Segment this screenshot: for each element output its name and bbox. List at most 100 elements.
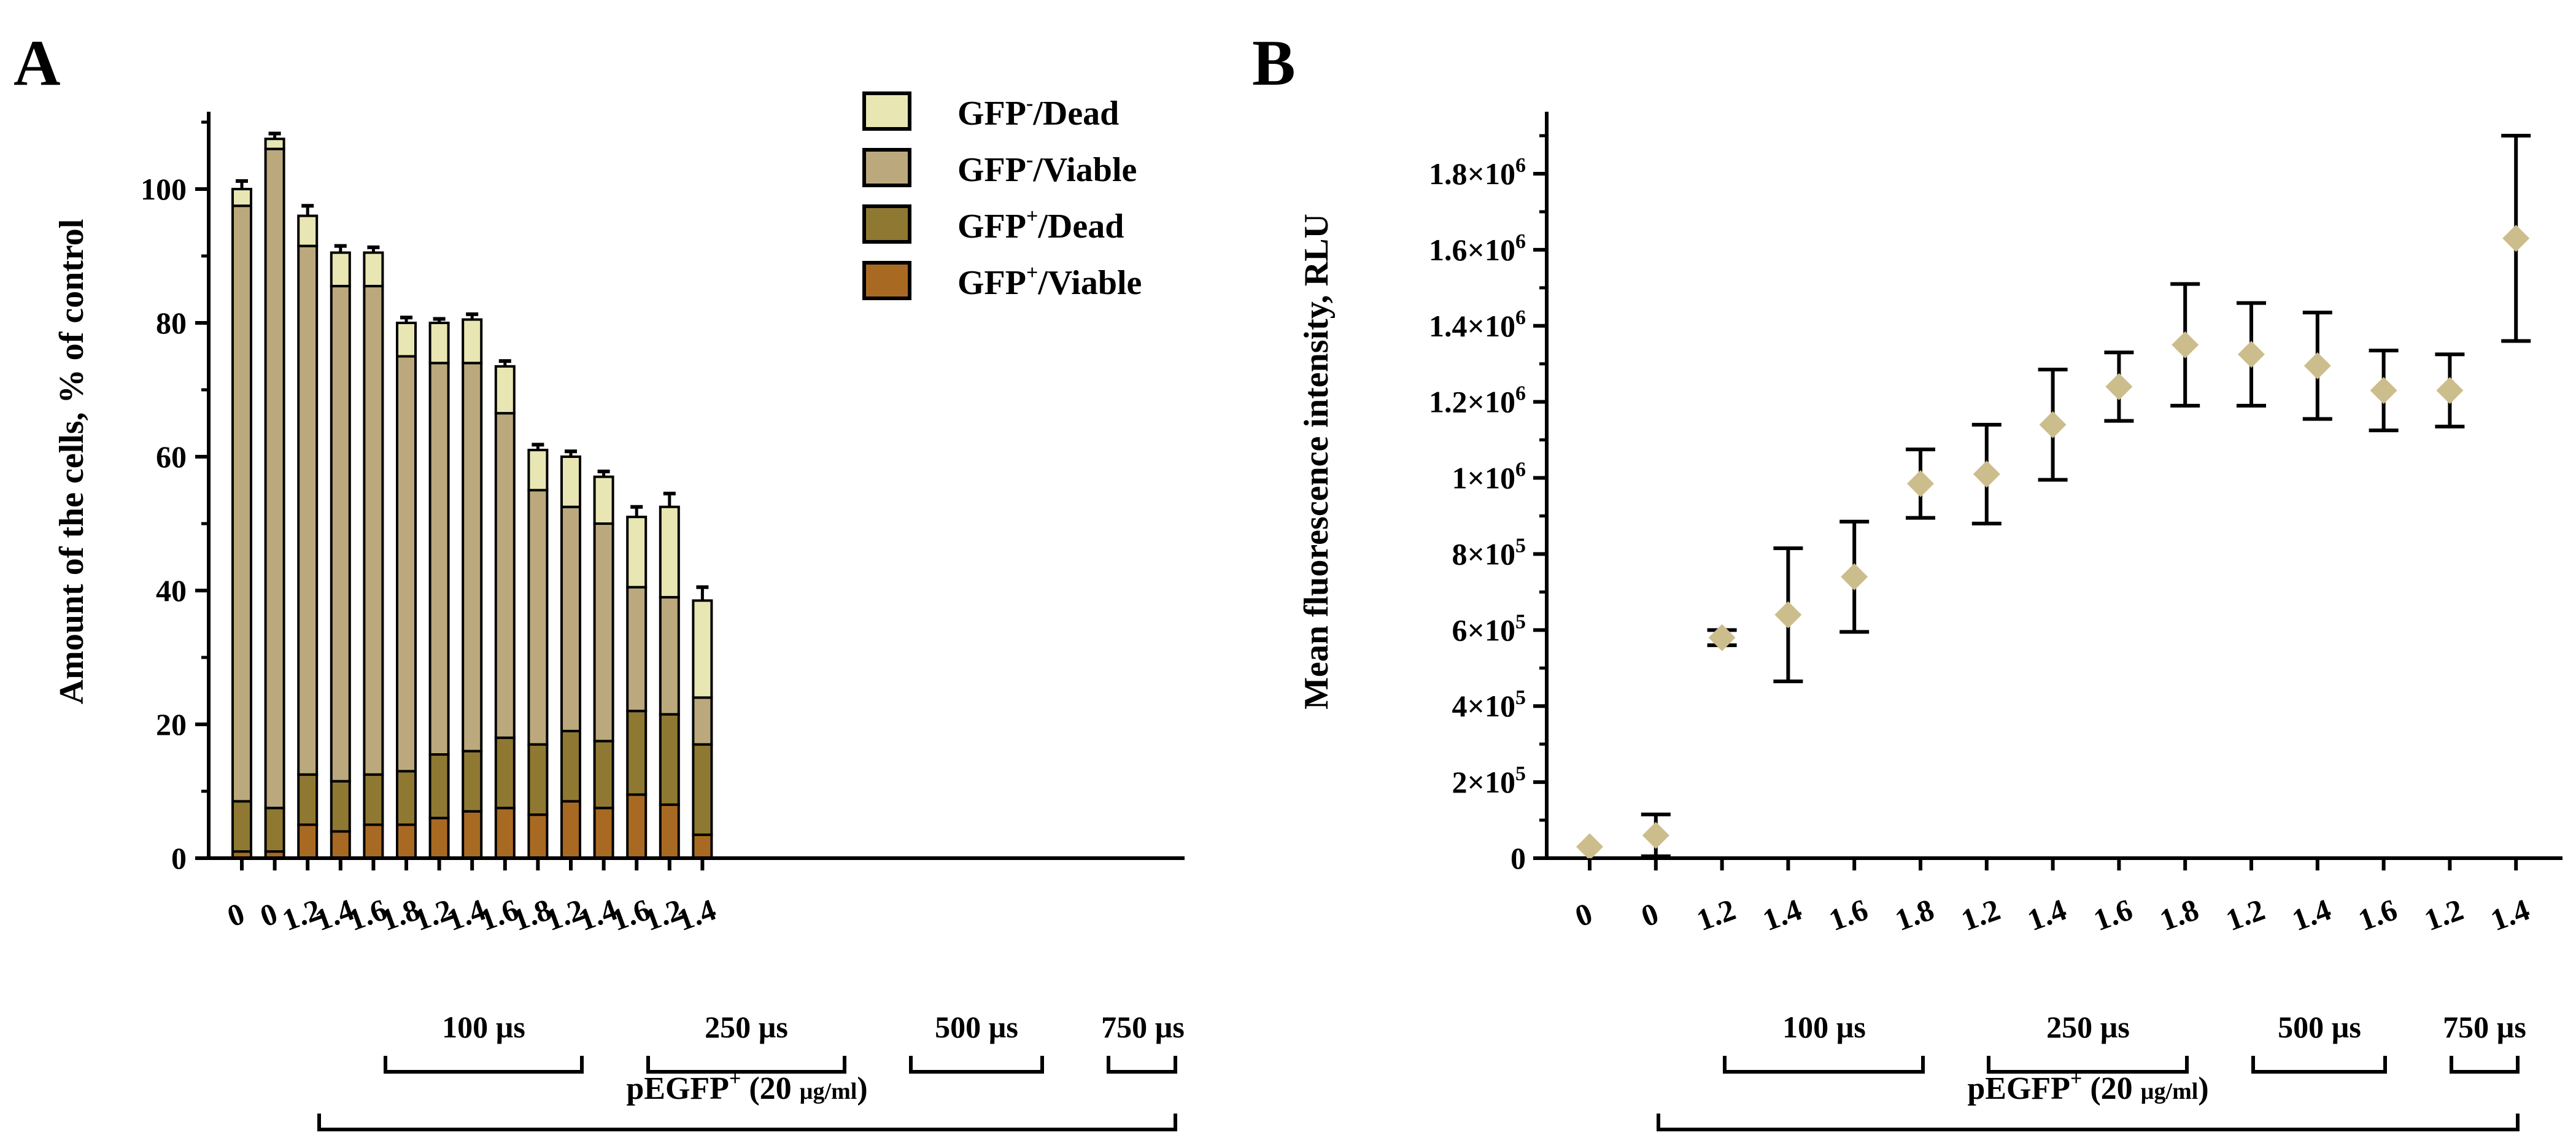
- bar-segment-gfp-neg-viable: [396, 355, 417, 773]
- panel-b-x-tick-label: 0: [1571, 896, 1597, 933]
- panel-b-data-point: [2302, 311, 2332, 421]
- bar-segment-gfp-neg-viable: [428, 362, 450, 756]
- panel-b-x-tick-label: 1.4: [2288, 892, 2335, 937]
- panel-b-scatter-chart: Mean fluorescence intensity, RLU 0 2×105 4…: [1298, 112, 2562, 1131]
- bar-segment-gfp-pos-viable: [462, 810, 483, 859]
- panel-a-x-tick-labels: 0 01.21.41.61.81.21.41.61.81.21.41.61.21.…: [223, 858, 721, 937]
- bar-segment-gfp-pos-viable: [692, 833, 713, 859]
- bar-segment-gfp-neg-dead: [330, 251, 351, 288]
- bar-segment-gfp-pos-dead: [396, 770, 417, 826]
- panel-a-x-tick-label: 0: [255, 896, 282, 933]
- bar-segment-gfp-neg-dead: [494, 365, 516, 415]
- bar-segment-gfp-pos-viable: [363, 823, 384, 859]
- bar-segment-gfp-neg-viable: [494, 412, 516, 739]
- panel-b-x-tick-label: 1.2: [2420, 892, 2468, 937]
- bar-segment-gfp-pos-dead: [494, 736, 516, 810]
- bar-segment-gfp-pos-dead: [560, 729, 581, 803]
- bar-segment-gfp-pos-viable: [626, 793, 648, 859]
- panel-b-x-tick-label: 1.8: [1890, 892, 1938, 937]
- panel-a-bar-stack: [692, 585, 713, 859]
- bar-segment-gfp-neg-dead: [363, 251, 384, 288]
- bar-segment-gfp-pos-dead: [363, 773, 384, 826]
- diamond-marker: [2303, 352, 2331, 379]
- bar-segment-gfp-pos-dead: [626, 710, 648, 796]
- panel-b-x-tick-label: 1.4: [2486, 892, 2534, 937]
- bar-segment-gfp-neg-dead: [560, 455, 581, 508]
- bar-segment-gfp-neg-viable: [264, 147, 285, 810]
- panel-a-bar-stack: [560, 449, 581, 859]
- panel-a-letter: A: [14, 27, 61, 99]
- group-label-a-750us: 750 µs: [1101, 1010, 1185, 1044]
- panel-b-letter: B: [1252, 27, 1296, 99]
- bar-segment-gfp-neg-dead: [297, 214, 319, 247]
- panel-b-data-point: [1906, 448, 1935, 520]
- panel-b-axes: [1545, 112, 2562, 860]
- group-label-b-500us: 500 µs: [2278, 1010, 2361, 1044]
- panel-b-y-axis-label: Mean fluorescence intensity, RLU: [1298, 214, 1336, 710]
- legend-swatch-gfp-neg-dead: [862, 91, 911, 131]
- panel-a-bar-stack: [231, 179, 252, 859]
- panel-b-y-tick-label: 1×106: [1452, 459, 1526, 495]
- bar-segment-gfp-neg-dead: [428, 322, 450, 365]
- panel-a-bar-stack: [527, 443, 549, 860]
- panel-a-bar-stack: [593, 469, 614, 859]
- panel-b-x-tick-label: 1.6: [2354, 892, 2402, 937]
- bar-segment-gfp-pos-viable: [560, 800, 581, 859]
- bar-segment-gfp-pos-dead: [462, 750, 483, 813]
- panel-a-bar-stack: [428, 317, 450, 859]
- bracket-b-pegfp: [1657, 1114, 2520, 1131]
- panel-a-y-axis-label: Amount of the cells, % of control: [53, 219, 91, 705]
- panel-b-y-tick-label: 6×105: [1452, 610, 1526, 647]
- panel-a-bar-stack: [659, 491, 680, 860]
- panel-a-bar-stack: [297, 204, 319, 859]
- bar-segment-gfp-pos-dead: [297, 773, 319, 826]
- panel-a-y-tick-label: 60: [156, 440, 187, 474]
- panel-a-stacked-bar-chart: Amount of the cells, % of control 0 20 40 6…: [53, 91, 1185, 1131]
- panel-b-data-point: [1641, 812, 1671, 858]
- panel-b-data-point: [1773, 546, 1803, 683]
- panel-b-data-point: [2369, 349, 2399, 433]
- legend-label-gfp-pos-viable: GFP+/Viable: [957, 262, 1142, 302]
- panel-a-legend: GFP-/Dead GFP-/Viable GFP+/Dead GFP+/Via…: [862, 91, 1142, 302]
- bar-segment-gfp-pos-viable: [494, 807, 516, 859]
- panel-b-data-point: [2237, 301, 2266, 408]
- panel-b-y-ticks: 0 2×105 4×105 6×105 8×105 1×106 1.2×106 1.4×106…: [1429, 134, 1547, 875]
- diamond-marker: [2436, 377, 2464, 405]
- diamond-marker: [1774, 601, 1802, 629]
- bar-segment-gfp-neg-viable: [692, 696, 713, 746]
- panel-a-axes: [207, 112, 1185, 860]
- bar-segment-gfp-pos-viable: [428, 816, 450, 859]
- panel-a-bars: [231, 131, 713, 860]
- bar-segment-gfp-neg-dead: [527, 449, 549, 492]
- panel-b-x-tick-label: 0: [1637, 896, 1663, 933]
- panel-b-x-tick-label: 1.8: [2155, 892, 2203, 937]
- panel-a-bar-stack: [626, 505, 648, 859]
- bar-segment-gfp-neg-viable: [659, 595, 680, 716]
- panel-b-data-point: [2435, 352, 2465, 428]
- bar-segment-gfp-pos-dead: [692, 743, 713, 836]
- panel-b-x-tick-label: 1.2: [1957, 892, 2005, 937]
- legend-label-gfp-neg-viable: GFP-/Viable: [957, 149, 1137, 189]
- bar-segment-gfp-neg-dead: [692, 599, 713, 699]
- panel-a-bar-stack: [494, 359, 516, 859]
- legend-label-gfp-pos-dead: GFP+/Dead: [957, 205, 1124, 246]
- diamond-marker: [2039, 411, 2067, 438]
- bracket-b-250us: [1987, 1056, 2189, 1074]
- bar-segment-gfp-neg-viable: [330, 285, 351, 783]
- panel-a-x-tick-label: 1.4: [673, 892, 721, 937]
- bar-segment-gfp-pos-viable: [593, 807, 614, 859]
- bar-segment-gfp-neg-viable: [560, 505, 581, 732]
- panel-a-bar-stack: [462, 312, 483, 859]
- panel-a-bar-stack: [264, 131, 285, 859]
- panel-b-y-tick-label: 2×105: [1452, 762, 1526, 799]
- diamond-marker: [1907, 470, 1934, 497]
- panel-b-data-point: [1839, 519, 1870, 634]
- bar-segment-gfp-neg-dead: [659, 505, 680, 599]
- legend-label-gfp-neg-dead: GFP-/Dead: [957, 92, 1119, 133]
- panel-a-bar-stack: [330, 244, 351, 860]
- bar-segment-gfp-neg-viable: [626, 586, 648, 713]
- legend-swatch-gfp-pos-viable: [862, 261, 911, 300]
- panel-b-points: [1576, 134, 2531, 861]
- group-label-a-500us: 500 µs: [935, 1010, 1018, 1044]
